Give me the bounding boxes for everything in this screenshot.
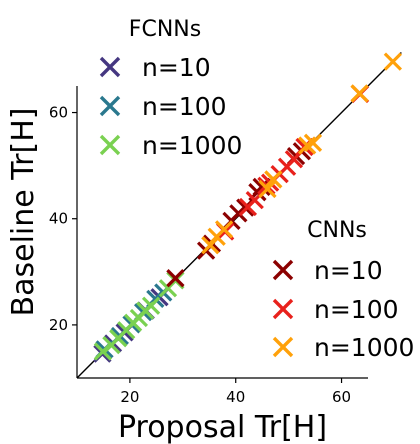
y-axis-title: Baseline Tr[H]: [6, 108, 41, 317]
x-axis-title: Proposal Tr[H]: [118, 410, 327, 444]
legend-title: FCNNs: [129, 17, 201, 42]
data-point: [258, 179, 277, 199]
legend-title: CNNs: [307, 218, 367, 243]
legend-marker: [272, 298, 294, 320]
data-point: [303, 133, 323, 152]
legend-label: n=10: [314, 256, 383, 285]
data-point: [141, 296, 161, 315]
legend-marker: [99, 134, 121, 156]
legend-marker: [99, 95, 121, 117]
data-point: [264, 170, 283, 189]
x-tick-label: 40: [226, 388, 245, 406]
legend-marker: [272, 259, 294, 281]
legend-marker: [99, 56, 121, 78]
legend-fcnns: FCNNs n=10 n=100 n=1000: [99, 17, 242, 160]
legend-label: n=1000: [142, 131, 242, 160]
x-tick-label: 60: [332, 388, 351, 406]
series-fcnns-n-1000: [93, 271, 185, 361]
axes: 20 40 60 20 40 60 Proposal Tr[H] Baseline Tr[H]: [6, 86, 368, 444]
legend-marker: [272, 336, 294, 358]
series-cnns-n-1000: [201, 52, 402, 255]
plot-area: [76, 52, 402, 379]
legend-label: n=10: [142, 53, 211, 82]
x-tick-label: 20: [120, 388, 139, 406]
data-point: [350, 84, 369, 103]
y-tick-label: 40: [49, 210, 68, 228]
data-point: [214, 220, 234, 239]
data-point: [383, 52, 402, 71]
legend-cnns: CNNs n=10 n=100 n=1000: [272, 218, 414, 362]
legend-label: n=100: [142, 92, 227, 121]
y-tick-label: 20: [49, 316, 68, 334]
data-point: [166, 269, 185, 288]
y-tick-label: 60: [49, 104, 68, 122]
legend-label: n=1000: [314, 333, 414, 362]
legend-label: n=100: [314, 295, 399, 324]
